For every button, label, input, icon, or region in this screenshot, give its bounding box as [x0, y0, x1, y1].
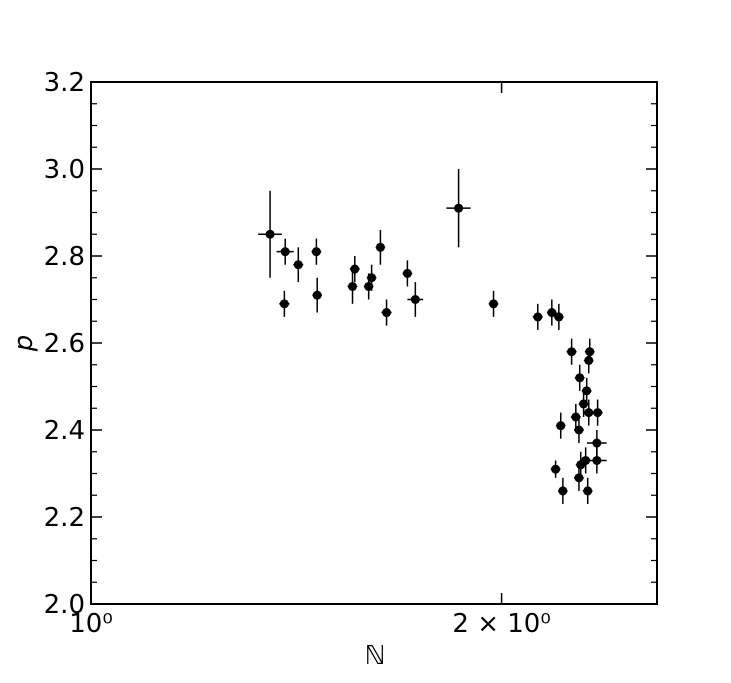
point — [575, 373, 585, 383]
point — [348, 281, 358, 291]
point — [293, 260, 303, 270]
y-tick-label: 2.8 — [44, 242, 85, 272]
point — [592, 438, 602, 448]
x-tick-label: 2 × 10⁰ — [452, 609, 550, 639]
point — [382, 308, 392, 318]
point — [410, 295, 420, 304]
y-tick-label: 2.2 — [44, 503, 85, 533]
point — [567, 347, 577, 357]
x-tick-label: 10⁰ — [69, 609, 113, 639]
y-tick-label: 2.0 — [44, 590, 85, 620]
point — [489, 299, 499, 309]
point — [312, 290, 322, 300]
y-tick-label: 3.0 — [44, 155, 85, 185]
point — [547, 308, 557, 318]
point — [571, 412, 581, 422]
point — [593, 408, 603, 418]
point — [454, 203, 464, 213]
point — [581, 455, 591, 465]
point — [265, 229, 275, 239]
x-axis-label: ℕ — [365, 641, 386, 671]
point — [375, 242, 385, 252]
point — [574, 425, 584, 435]
point — [582, 386, 592, 396]
point — [556, 421, 566, 431]
point — [311, 247, 321, 257]
y-tick-label: 3.2 — [44, 68, 85, 98]
point — [280, 247, 290, 257]
point — [402, 268, 412, 278]
point — [592, 455, 602, 465]
point — [583, 486, 593, 496]
point — [584, 355, 594, 365]
point — [585, 347, 595, 357]
point — [579, 399, 589, 409]
point — [584, 408, 594, 418]
point — [367, 273, 377, 283]
point — [551, 464, 561, 474]
point — [279, 299, 289, 309]
point — [574, 473, 584, 483]
point — [350, 264, 360, 274]
y-tick-label: 2.6 — [44, 329, 85, 359]
point — [554, 312, 564, 322]
y-axis-label: p — [9, 335, 39, 353]
point — [533, 312, 543, 322]
point — [558, 486, 568, 496]
y-tick-label: 2.4 — [44, 416, 85, 446]
